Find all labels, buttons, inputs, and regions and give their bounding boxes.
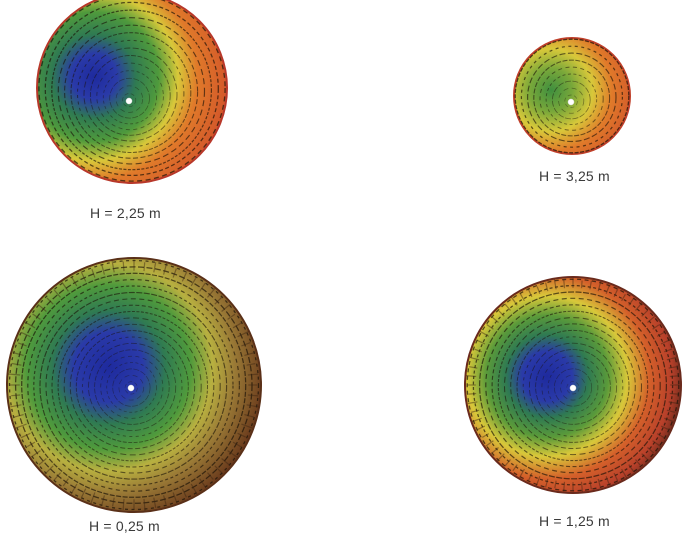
edge-texture — [582, 281, 583, 289]
contour-disc-h-1-25 — [465, 277, 681, 493]
source-point-marker — [126, 98, 132, 104]
edge-texture — [123, 262, 124, 272]
caption-h-1-25: H = 1,25 m — [539, 513, 610, 529]
caption-h-0-25: H = 0,25 m — [89, 518, 160, 534]
contour-disc-h-2-25 — [37, 0, 227, 183]
edge-texture — [469, 394, 477, 395]
source-point-marker — [128, 385, 134, 391]
disc-body — [37, 0, 227, 183]
edge-texture — [564, 280, 565, 288]
edge-texture — [670, 376, 679, 377]
caption-h-2-25: H = 2,25 m — [90, 205, 161, 221]
edge-texture — [670, 394, 679, 395]
contour-disc-h-3-25 — [514, 38, 630, 154]
edge-texture — [564, 482, 565, 492]
edge-texture — [144, 262, 145, 271]
caption-h-3-25: H = 3,25 m — [539, 168, 610, 184]
source-point-marker — [570, 385, 576, 391]
source-point-marker — [568, 99, 574, 105]
edge-texture — [11, 395, 20, 396]
contour-disc-h-0-25 — [7, 258, 261, 512]
